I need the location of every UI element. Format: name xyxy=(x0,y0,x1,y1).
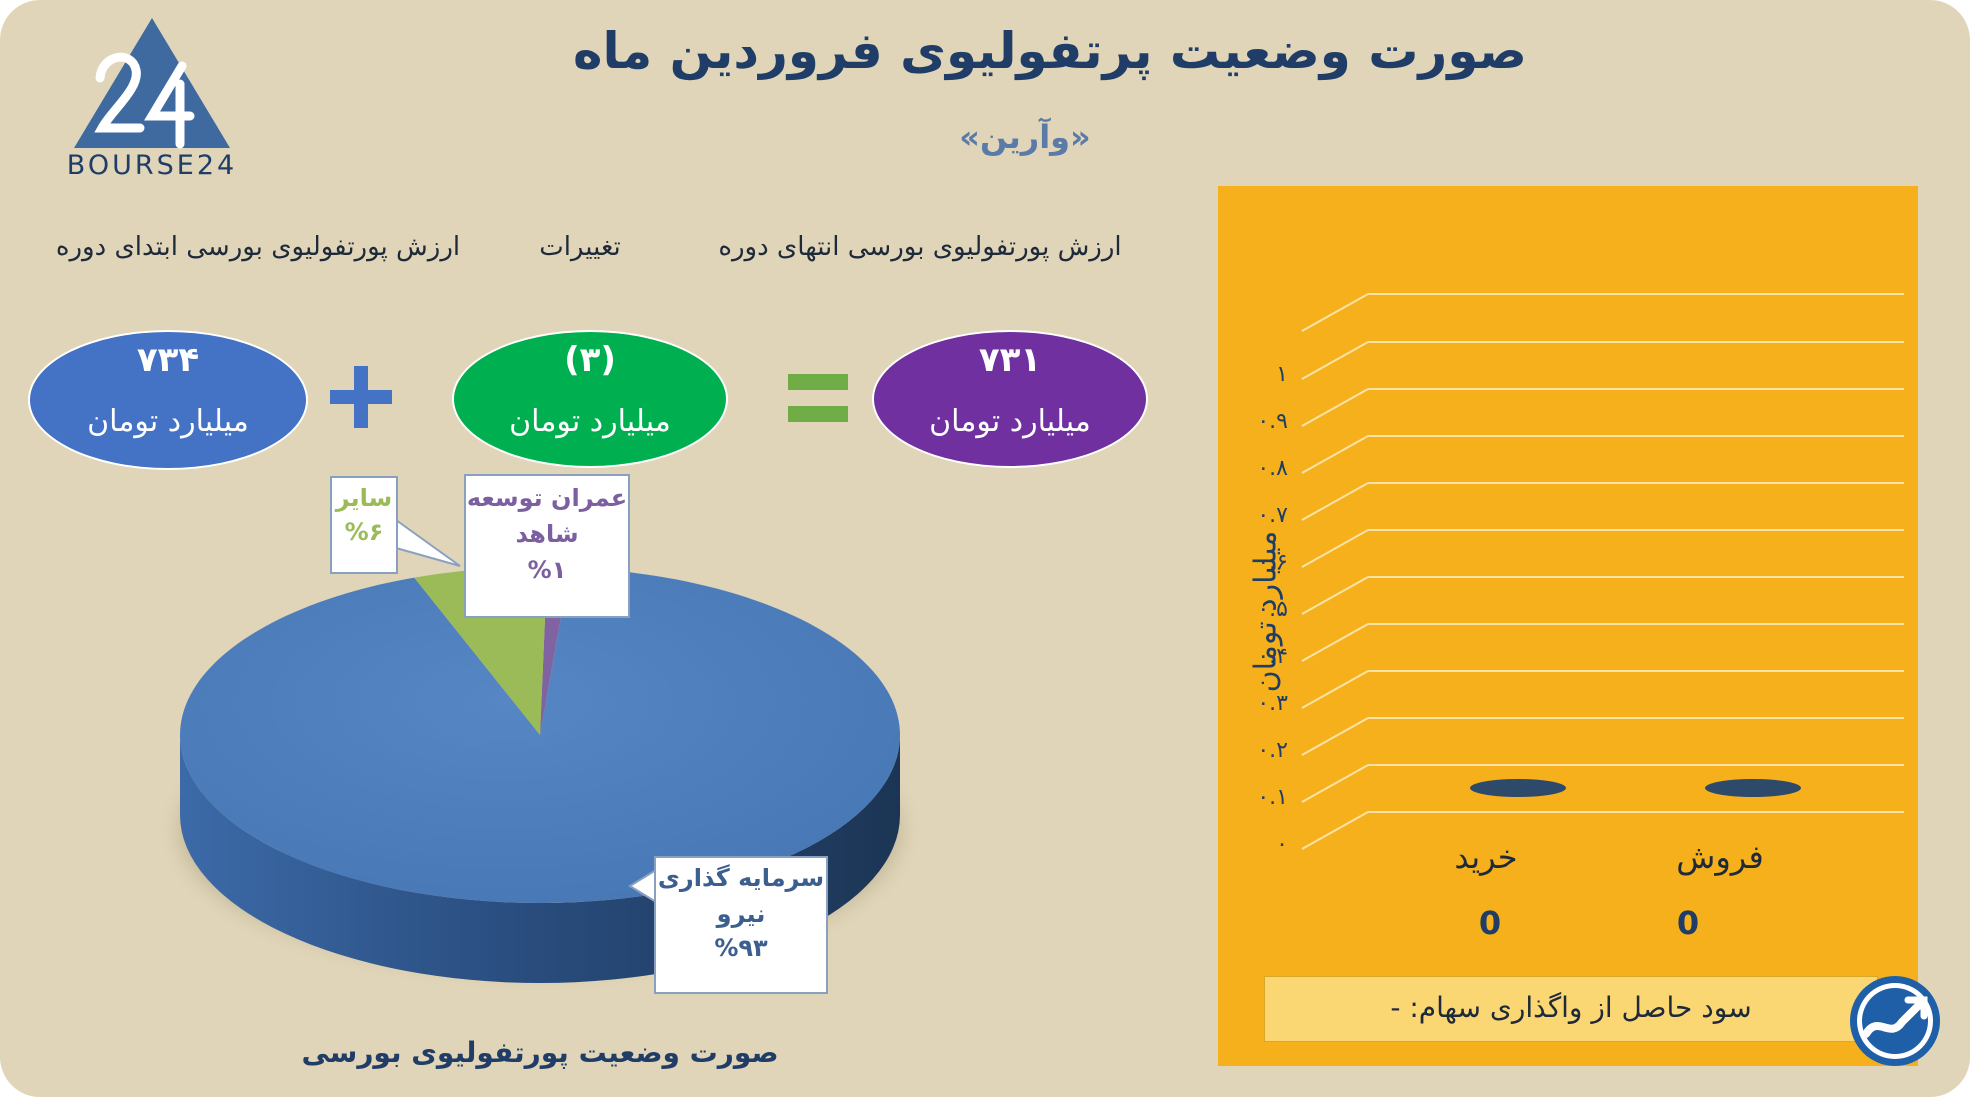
equals-icon xyxy=(788,374,848,422)
y-tick-label: ۰.۵ xyxy=(1257,597,1288,622)
slice-percent: %۶ xyxy=(344,518,384,546)
start-value-label: ارزش پورتفولیوی بورسی ابتدای دوره xyxy=(55,232,461,262)
y-tick-label: ۰.۴ xyxy=(1257,644,1288,669)
y-tick-label: ۰.۷ xyxy=(1257,503,1288,528)
trade-bar-chart: ۰ ۰.۱ ۰.۲ ۰.۳ ۰.۴ ۰.۵ ۰.۶ ۰.۷ ۰.۸ ۰.۹ ۱ xyxy=(1257,293,1904,857)
grid-line xyxy=(1301,670,1369,709)
logo-text: BOURSE24 xyxy=(66,150,238,181)
grid-line xyxy=(1301,717,1369,756)
y-tick-label: ۰.۲ xyxy=(1257,738,1288,763)
slice-percent: %۱ xyxy=(527,556,567,584)
y-tick-label: ۰.۱ xyxy=(1257,785,1288,810)
x-category-buy: خرید xyxy=(1454,838,1518,876)
pie-chart-title: صورت وضعیت پورتفولیوی بورسی xyxy=(301,1036,779,1069)
start-unit: میلیارد تومان xyxy=(87,404,249,439)
grid-line xyxy=(1301,623,1369,662)
x-category-sell: فروش xyxy=(1676,838,1764,876)
pie-label-other: سایر %۶ xyxy=(330,476,398,574)
pie-label-omran: عمران توسعه شاهد %۱ xyxy=(464,474,630,618)
change-unit: میلیارد تومان xyxy=(509,404,671,439)
data-label-sell: 0 xyxy=(1676,904,1700,942)
end-value-ellipse: ۷۳۱ میلیارد تومان xyxy=(872,330,1148,468)
grid-line xyxy=(1301,529,1369,568)
slice-label: سایر xyxy=(335,484,393,512)
trade-chart-panel xyxy=(1218,186,1918,1066)
pie-label-niroo: سرمایه گذاری نیرو %۹۳ xyxy=(654,856,828,994)
y-axis-label: میلیارد تومان xyxy=(1248,530,1284,693)
grid-line xyxy=(1301,293,1369,332)
slice-label-line2: شاهد xyxy=(515,520,579,548)
end-value-label: ارزش پورتفولیوی بورسی انتهای دوره xyxy=(718,232,1122,262)
end-unit: میلیارد تومان xyxy=(929,404,1091,439)
trend-up-icon xyxy=(1850,976,1940,1066)
slice-label: سرمایه گذاری xyxy=(657,864,825,892)
start-value: ۷۳۴ xyxy=(136,340,200,380)
profit-box: سود حاصل از واگذاری سهام: - xyxy=(1264,976,1878,1042)
page-title: صورت وضعیت پرتفولیوی فروردین ماه xyxy=(572,22,1527,80)
bar xyxy=(1705,779,1801,797)
end-value: ۷۳۱ xyxy=(978,340,1042,380)
y-tick-label: ۱ xyxy=(1276,362,1288,387)
bar-marks xyxy=(1470,779,1801,797)
change-value-ellipse: (۳) میلیارد تومان xyxy=(452,330,728,468)
grid-line xyxy=(1301,764,1369,803)
start-value-ellipse: ۷۳۴ میلیارد تومان xyxy=(28,330,308,470)
page-subtitle: «وآرین» xyxy=(959,118,1091,156)
grid-line xyxy=(1301,341,1369,380)
grid-line xyxy=(1301,576,1369,615)
bourse24-logo xyxy=(74,18,230,149)
slice-label-line2: نیرو xyxy=(716,900,766,928)
grid-line xyxy=(1301,388,1369,427)
y-tick-label: ۰ xyxy=(1276,832,1288,857)
y-tick-label: ۰.۶ xyxy=(1257,550,1288,575)
grid-line xyxy=(1301,435,1369,474)
pie-slice xyxy=(180,567,901,903)
y-axis-ticks: ۰ ۰.۱ ۰.۲ ۰.۳ ۰.۴ ۰.۵ ۰.۶ ۰.۷ ۰.۸ ۰.۹ ۱ xyxy=(1257,362,1288,857)
data-label-buy: 0 xyxy=(1478,904,1502,942)
bar xyxy=(1470,779,1566,797)
y-tick-label: ۰.۹ xyxy=(1257,409,1288,434)
chart-grid xyxy=(1301,293,1904,850)
grid-line xyxy=(1301,811,1369,850)
change-label: تغییرات xyxy=(539,232,621,262)
slice-label: عمران توسعه xyxy=(466,484,628,512)
slice-percent: %۹۳ xyxy=(714,934,768,962)
grid-line xyxy=(1301,482,1369,521)
y-tick-label: ۰.۳ xyxy=(1257,691,1288,716)
y-tick-label: ۰.۸ xyxy=(1257,456,1288,481)
change-value: (۳) xyxy=(564,340,616,380)
plus-icon xyxy=(330,366,392,428)
